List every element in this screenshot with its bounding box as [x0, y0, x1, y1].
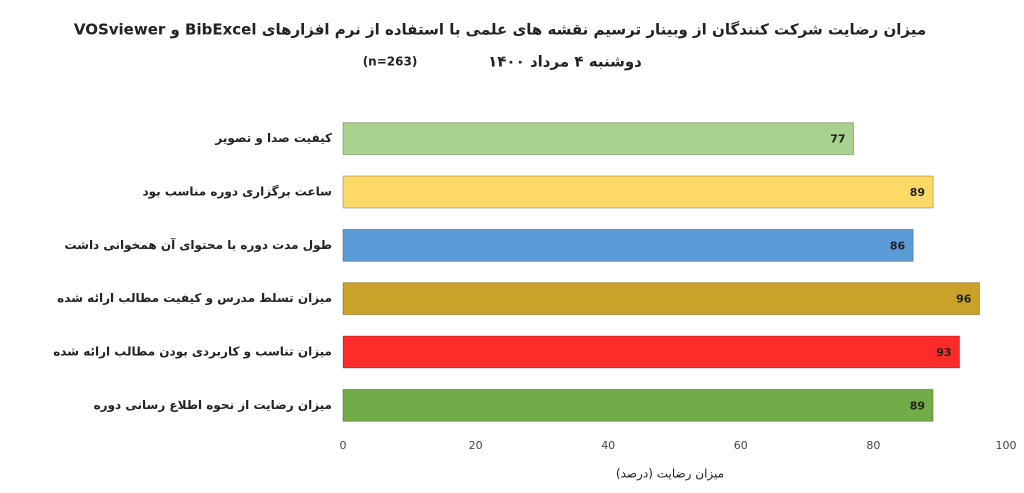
x-tick-label: 80	[866, 439, 880, 452]
sample-size: (n=263)	[363, 55, 418, 69]
x-axis-label: میزان رضایت (درصد)	[616, 467, 724, 482]
category-label: کیفیت صدا و تصویر	[214, 131, 332, 146]
category-label: طول مدت دوره با محتوای آن همخوانی داشت	[64, 237, 332, 253]
value-label: 89	[910, 399, 925, 412]
chart-subtitle: دوشنبه ۴ مرداد ۱۴۰۰	[488, 53, 642, 71]
category-label: میزان تناسب و کاربردی بودن مطالب ارائه ش…	[53, 345, 332, 360]
value-label: 89	[910, 186, 925, 199]
bar	[342, 282, 980, 316]
x-tick-label: 0	[340, 439, 347, 452]
bar	[342, 228, 914, 262]
category-label: میزان تسلط مدرس و کیفیت مطالب ارائه شده	[57, 291, 332, 306]
bar	[342, 122, 855, 156]
chart-title: میزان رضایت شرکت کنندگان از وبینار ترسیم…	[74, 21, 926, 39]
bar	[342, 335, 961, 369]
x-tick-label: 20	[469, 439, 483, 452]
bar	[342, 388, 934, 422]
value-label: 96	[956, 293, 972, 306]
x-tick-label: 60	[734, 439, 748, 452]
bar	[342, 175, 934, 209]
value-label: 77	[830, 133, 845, 146]
category-label: میزان رضایت از نحوه اطلاع رسانی دوره	[94, 398, 332, 413]
category-label: ساعت برگزاری دوره مناسب بود	[143, 185, 333, 200]
x-tick-label: 40	[601, 439, 615, 452]
x-tick-label: 100	[996, 439, 1017, 452]
value-label: 93	[936, 346, 951, 359]
value-label: 86	[890, 239, 906, 252]
